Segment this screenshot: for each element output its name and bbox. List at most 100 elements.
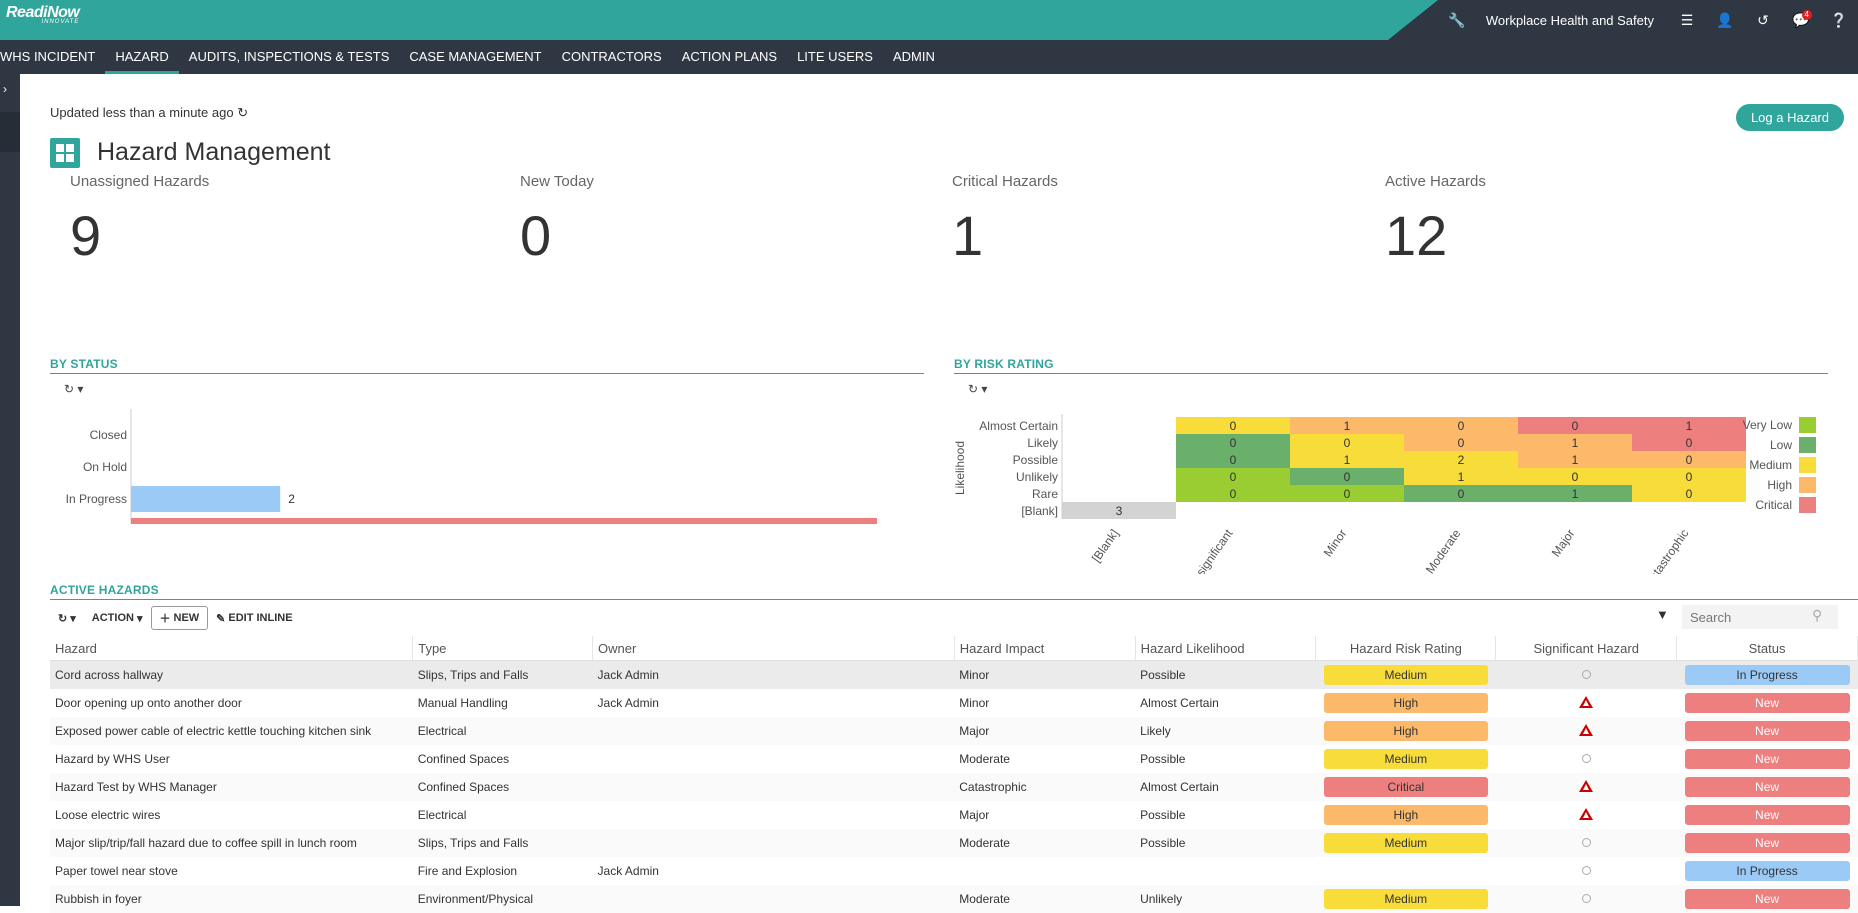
- column-header-hazard[interactable]: Hazard: [50, 636, 414, 661]
- heatmap-cell[interactable]: [1062, 502, 1176, 519]
- column-header-type[interactable]: Type: [412, 636, 594, 661]
- kpi-active[interactable]: Active Hazards 12: [1385, 173, 1486, 267]
- cell-risk-rating: Medium: [1315, 885, 1496, 913]
- heatmap-cell[interactable]: [1176, 468, 1290, 485]
- wrench-icon[interactable]: 🔧: [1448, 11, 1466, 28]
- likelihood-axis-label: Likelihood: [953, 441, 967, 495]
- new-button[interactable]: ＋ NEW: [150, 606, 209, 630]
- heatmap-cell[interactable]: [1176, 485, 1290, 502]
- history-icon[interactable]: ↺: [1757, 11, 1769, 28]
- refresh-icon[interactable]: ↻: [237, 105, 249, 120]
- heatmap-cell[interactable]: [1518, 434, 1632, 451]
- edit-inline-button[interactable]: ✎ EDIT INLINE: [216, 612, 293, 625]
- column-header-hazard-impact[interactable]: Hazard Impact: [954, 636, 1136, 661]
- cell-risk-rating: Medium: [1315, 660, 1496, 689]
- search-input[interactable]: [1682, 605, 1838, 629]
- cell-type: Manual Handling: [417, 696, 508, 710]
- heatmap-cell[interactable]: [1518, 485, 1632, 502]
- column-header-status[interactable]: Status: [1676, 636, 1858, 661]
- heatmap-cell[interactable]: [1404, 417, 1518, 434]
- menu-icon[interactable]: ☰: [1680, 11, 1694, 28]
- cell-significant: [1495, 717, 1677, 745]
- app-logo[interactable]: ReadiNow INNOVATE: [6, 4, 80, 25]
- heatmap-cell-value: 0: [1458, 487, 1465, 501]
- heatmap-cell[interactable]: [1176, 417, 1290, 434]
- cell-owner: [592, 885, 955, 913]
- empty-circle-icon: [1581, 838, 1591, 847]
- heatmap-cell[interactable]: [1632, 417, 1746, 434]
- heatmap-cell[interactable]: [1404, 434, 1518, 451]
- risk-rating-pill: Medium: [1323, 889, 1488, 909]
- column-header-significant-hazard[interactable]: Significant Hazard: [1495, 636, 1678, 661]
- notifications-icon[interactable]: 💬 4: [1782, 0, 1820, 40]
- risk-chart-refresh-icon[interactable]: ↻ ▾: [968, 382, 988, 396]
- heatmap-cell[interactable]: [1404, 468, 1518, 485]
- heatmap-cell[interactable]: [1632, 434, 1746, 451]
- help-icon[interactable]: ❔: [1830, 11, 1848, 28]
- nav-item-whs-incident[interactable]: WHS INCIDENT: [0, 49, 96, 64]
- heatmap-cell[interactable]: [1632, 485, 1746, 502]
- table-row[interactable]: Paper towel near stove Fire and Explosion…: [50, 857, 1858, 885]
- heatmap-cell[interactable]: [1518, 468, 1632, 485]
- heatmap-cell[interactable]: [1176, 434, 1290, 451]
- app-name[interactable]: Workplace Health and Safety: [1485, 12, 1654, 28]
- table-row[interactable]: Hazard by WHS User Confined Spaces Moderat…: [50, 745, 1858, 773]
- nav-item-action-plans[interactable]: ACTION PLANS: [681, 49, 778, 64]
- kpi-new-today[interactable]: New Today 0: [520, 173, 594, 267]
- table-row[interactable]: Door opening up onto another door Manual …: [50, 689, 1858, 717]
- heatmap-cell[interactable]: [1632, 451, 1746, 468]
- heatmap-cell[interactable]: [1290, 485, 1404, 502]
- heatmap-cell[interactable]: [1632, 468, 1746, 485]
- kpi-unassigned[interactable]: Unassigned Hazards 9: [70, 173, 210, 267]
- user-icon[interactable]: 👤: [1716, 11, 1734, 28]
- hazards-table: Hazard Type Owner Hazard Impact Hazard Likel…: [50, 636, 1858, 913]
- table-row[interactable]: Loose electric wires Electrical Major Possi…: [50, 801, 1858, 829]
- log-hazard-button[interactable]: Log a Hazard: [1735, 104, 1844, 131]
- status-pill: New: [1684, 721, 1850, 741]
- table-row[interactable]: Exposed power cable of electric kettle t…: [50, 717, 1858, 745]
- table-row[interactable]: Rubbish in foyer Environment/Physical Mode…: [50, 885, 1858, 913]
- status-chart-refresh-icon[interactable]: ↻ ▾: [64, 382, 84, 396]
- heatmap-cell[interactable]: [1518, 451, 1632, 468]
- filter-icon[interactable]: ▼: [1656, 607, 1669, 622]
- cell-likelihood: Almost Certain: [1140, 696, 1219, 710]
- heatmap-cell[interactable]: [1404, 451, 1518, 468]
- expand-rail-icon[interactable]: ›: [3, 82, 7, 96]
- cell-status: New: [1676, 773, 1858, 801]
- heatmap-cell[interactable]: [1518, 417, 1632, 434]
- heatmap-cell[interactable]: [1290, 468, 1404, 485]
- action-menu-button[interactable]: ACTION ▾: [91, 612, 143, 625]
- heatmap-cell[interactable]: [1404, 485, 1518, 502]
- nav-item-case-management[interactable]: CASE MANAGEMENT: [409, 49, 542, 64]
- table-row[interactable]: Hazard Test by WHS Manager Confined Space…: [50, 773, 1858, 801]
- heatmap-col-label: Insignificant: [1188, 526, 1236, 574]
- status-category-label: On Hold: [83, 460, 127, 474]
- nav-item-admin[interactable]: ADMIN: [892, 49, 935, 64]
- heatmap-col-label: Minor: [1321, 527, 1350, 560]
- heatmap-cell[interactable]: [1290, 417, 1404, 434]
- cell-status: New: [1676, 885, 1858, 913]
- heatmap-cell[interactable]: [1290, 451, 1404, 468]
- main-content: Updated less than a minute ago ↻ Log a H…: [20, 74, 1858, 913]
- column-header-hazard-likelihood[interactable]: Hazard Likelihood: [1135, 636, 1317, 661]
- column-header-hazard-risk-rating[interactable]: Hazard Risk Rating: [1315, 636, 1497, 661]
- nav-item-hazard[interactable]: HAZARD: [105, 40, 180, 74]
- table-row[interactable]: Major slip/trip/fall hazard due to coffe…: [50, 829, 1858, 857]
- nav-item-lite-users[interactable]: LITE USERS: [797, 49, 873, 64]
- heatmap-cell[interactable]: [1176, 451, 1290, 468]
- heatmap-row-label: Rare: [1032, 487, 1058, 501]
- nav-item-contractors[interactable]: CONTRACTORS: [561, 49, 662, 64]
- legend-swatch: [1799, 497, 1816, 513]
- table-row[interactable]: Cord across hallway Slips, Trips and Fall…: [50, 660, 1858, 689]
- kpi-critical[interactable]: Critical Hazards 1: [952, 173, 1058, 267]
- cell-significant: [1495, 829, 1677, 857]
- status-bar[interactable]: [131, 518, 877, 524]
- status-bar[interactable]: [131, 486, 281, 512]
- nav-item-audits-inspections-tests[interactable]: AUDITS, INSPECTIONS & TESTS: [188, 49, 390, 64]
- grid-refresh-icon[interactable]: ↻ ▾: [58, 612, 76, 625]
- heatmap-row-label: Possible: [1013, 453, 1059, 467]
- heatmap-cell[interactable]: [1290, 434, 1404, 451]
- legend-label: Medium: [1749, 458, 1792, 472]
- column-header-owner[interactable]: Owner: [592, 636, 955, 661]
- status-bar-value: 2: [288, 492, 295, 506]
